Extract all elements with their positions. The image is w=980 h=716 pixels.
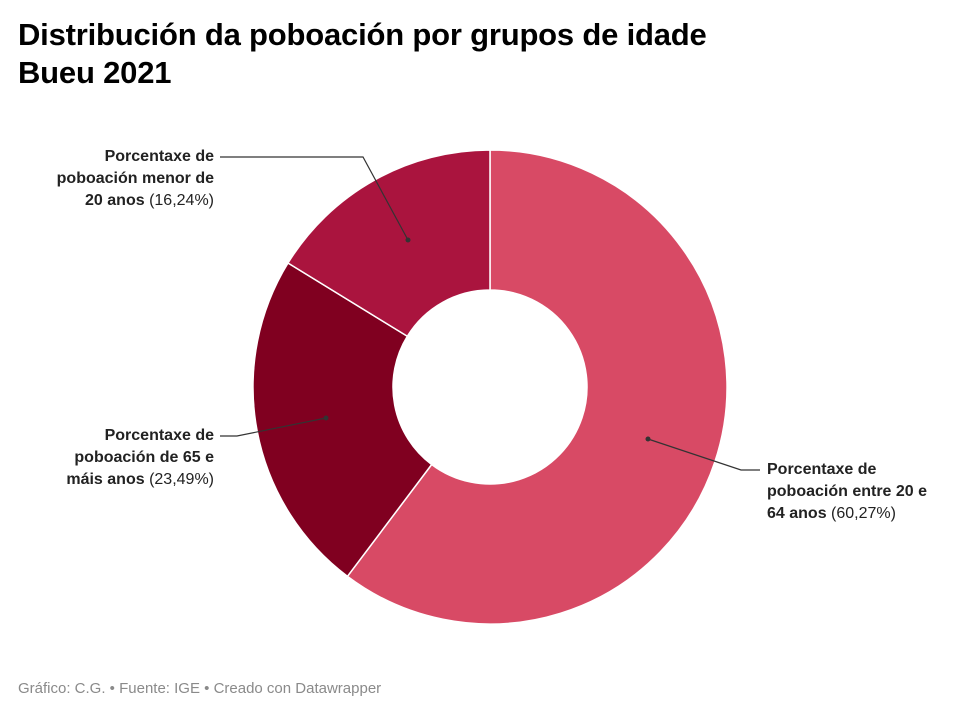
leader-dot-adult	[645, 436, 651, 442]
slice-label-young-line3: 20 anos	[85, 192, 145, 209]
leader-dot-old	[323, 415, 329, 421]
slice-label-old-line2: poboación de 65 e	[74, 449, 214, 466]
slice-label-young-line1: Porcentaxe de	[104, 148, 214, 165]
chart-title-line2: Bueu 2021	[18, 55, 172, 90]
slice-label-old-line1: Porcentaxe de	[104, 427, 214, 444]
slice-label-adult-line2: poboación entre 20 e	[767, 483, 928, 500]
donut-slice-3	[286, 149, 491, 338]
leader-line-old	[220, 417, 327, 437]
donut-slices	[252, 149, 728, 625]
slice-label-young-line2: poboación menor de	[56, 170, 214, 187]
slice-label-young-pct: (16,24%)	[149, 192, 214, 209]
chart-title-line1: Distribución da poboación por grupos de …	[18, 17, 707, 52]
slice-label-adult: Porcentaxe de poboación entre 20 e 64 an…	[767, 459, 967, 525]
slice-label-adult-pct: (60,27%)	[831, 505, 896, 522]
slice-label-old-line3: máis anos	[66, 471, 145, 488]
slice-label-adult-line1: Porcentaxe de	[767, 461, 877, 478]
leader-dot-young	[405, 237, 411, 243]
donut-slice-1	[346, 149, 728, 625]
chart-footer: Gráfico: C.G. • Fuente: IGE • Creado con…	[18, 680, 382, 697]
donut-slice-2	[252, 262, 433, 578]
leader-line-young	[220, 156, 409, 241]
chart-title: Distribución da poboación por grupos de …	[18, 16, 707, 92]
leader-line-adult	[647, 438, 760, 471]
slice-label-old: Porcentaxe de poboación de 65 e máis ano…	[20, 425, 214, 491]
slice-label-old-pct: (23,49%)	[149, 471, 214, 488]
slice-label-young: Porcentaxe de poboación menor de 20 anos…	[20, 146, 214, 212]
slice-label-adult-line3: 64 anos	[767, 505, 827, 522]
